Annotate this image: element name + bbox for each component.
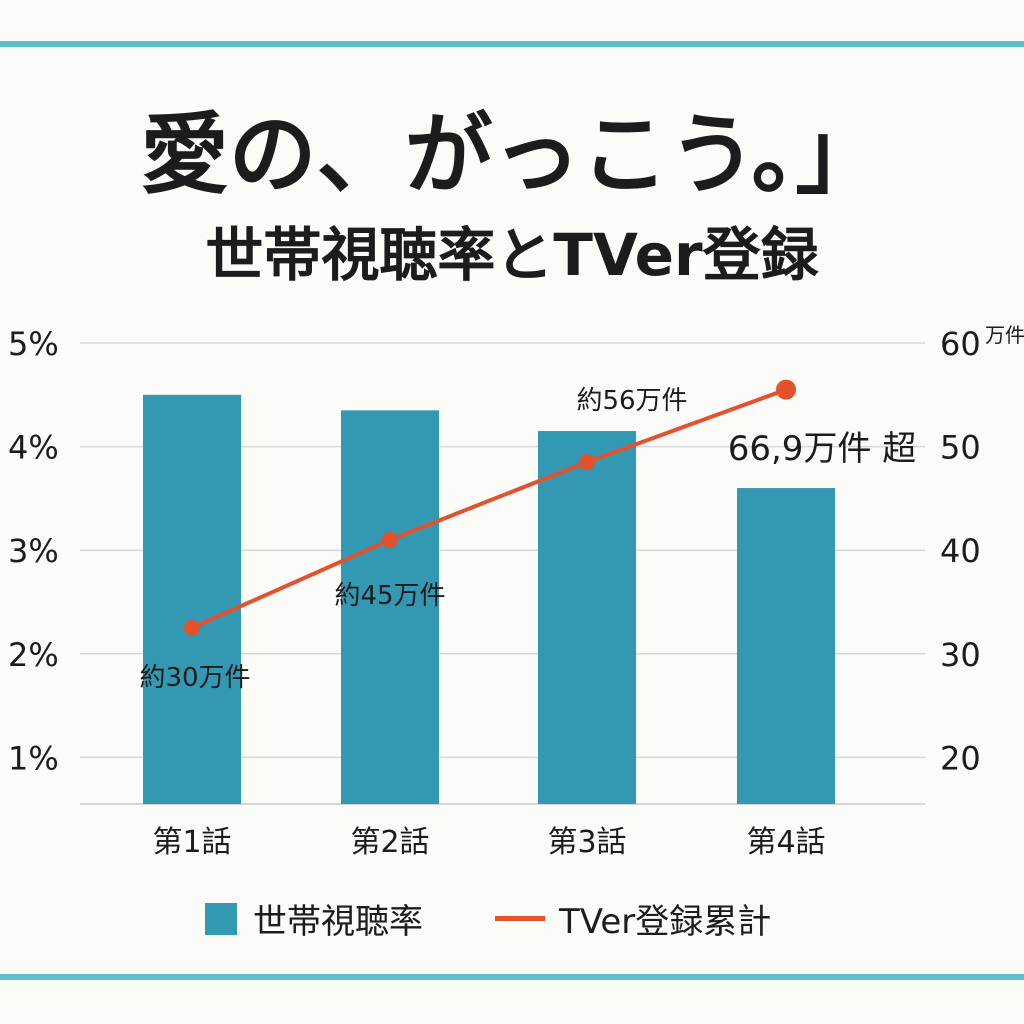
x-tick-label: 第3話 (547, 825, 626, 860)
tver-line (191, 387, 787, 630)
bar-4 (737, 488, 835, 804)
right-tick-label: 50 (940, 429, 981, 467)
legend-item-bar: 世帯視聴率 (205, 894, 423, 943)
legend-swatch-line (495, 916, 545, 921)
chart-subtitle: 世帯視聴率とTVer登録 (205, 221, 819, 289)
x-tick-label: 第4話 (746, 825, 825, 860)
chart-title: 愛の、がっこう。」 (140, 103, 884, 206)
tver-point-1 (184, 619, 200, 636)
bottom-rule (0, 974, 1024, 980)
data-label-2: 約45万件 (334, 581, 445, 611)
right-axis-unit: 万件 (985, 323, 1024, 347)
bar-2 (341, 410, 439, 804)
tver-point-3 (579, 454, 595, 471)
left-tick-label: 5% (8, 325, 59, 363)
legend-item-line: TVer登録累計 (495, 894, 771, 943)
bar-3 (538, 431, 636, 804)
data-label-3: 約56万件 (576, 386, 687, 416)
top-rule (0, 41, 1024, 47)
bar-1 (143, 394, 241, 804)
x-tick-label: 第2話 (350, 825, 429, 860)
tver-point-4 (776, 379, 796, 400)
right-tick-label: 60 (940, 325, 981, 363)
data-label-4: 66,9万件 超 (728, 429, 917, 469)
x-tick-label: 第1話 (152, 825, 231, 860)
legend-label-line: TVer登録累計 (559, 902, 772, 942)
tver-point-2 (382, 531, 398, 548)
left-tick-label: 4% (8, 429, 59, 467)
legend-label-bar: 世帯視聴率 (253, 902, 423, 942)
left-tick-label: 2% (8, 636, 59, 674)
left-tick-label: 3% (8, 532, 59, 570)
left-tick-label: 1% (8, 739, 59, 777)
right-tick-label: 20 (940, 739, 981, 777)
chart-legend: 世帯視聴率 TVer登録累計 (0, 894, 1024, 942)
right-tick-label: 40 (940, 532, 981, 570)
legend-swatch-bar (205, 902, 237, 935)
right-tick-label: 30 (940, 636, 981, 674)
data-label-1: 約30万件 (139, 663, 250, 693)
